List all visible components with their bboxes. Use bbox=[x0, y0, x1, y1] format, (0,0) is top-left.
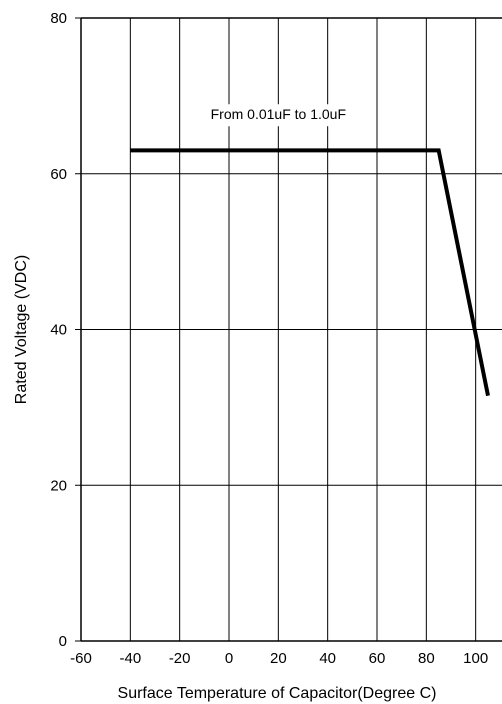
x-tick-label-0: -60 bbox=[70, 650, 92, 667]
x-tick-label-7: 80 bbox=[418, 650, 435, 667]
annotation-0: From 0.01uF to 1.0uF bbox=[211, 106, 346, 122]
series-layer bbox=[130, 148, 490, 397]
x-tick-label-4: 20 bbox=[270, 650, 287, 667]
x-tick-label-3: 0 bbox=[225, 650, 233, 667]
y-tick-label-3: 60 bbox=[50, 166, 67, 183]
x-tick-label-2: -20 bbox=[169, 650, 191, 667]
x-axis-label: Surface Temperature of Capacitor(Degree … bbox=[118, 685, 437, 702]
annotation-layer: From 0.01uF to 1.0uF bbox=[196, 104, 361, 127]
x-tick-label-5: 40 bbox=[319, 650, 336, 667]
x-tick-label-6: 60 bbox=[369, 650, 386, 667]
y-tick-labels: 0 20 40 60 80 bbox=[50, 10, 67, 650]
y-tick-label-0: 0 bbox=[59, 633, 67, 650]
series-line-0 bbox=[130, 148, 490, 397]
x-tick-label-8: 100 bbox=[463, 650, 488, 667]
x-tick-label-1: -40 bbox=[119, 650, 141, 667]
y-axis-label: Rated Voltage (VDC) bbox=[13, 255, 30, 404]
plot-frame bbox=[75, 17, 502, 642]
y-tick-label-2: 40 bbox=[50, 322, 67, 339]
x-tick-labels: -60-40-20020406080100120 bbox=[70, 650, 488, 667]
y-tick-label-1: 20 bbox=[50, 477, 67, 494]
annotation-background-0 bbox=[196, 104, 361, 127]
y-tick-label-4: 80 bbox=[50, 10, 67, 27]
